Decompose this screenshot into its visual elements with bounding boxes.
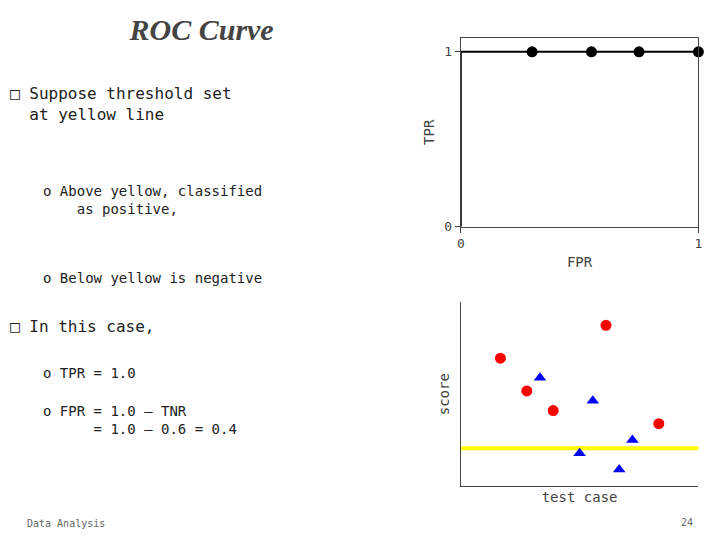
svg-text:□ In this case,: □ In this case, xyxy=(10,317,155,336)
svg-text:o FPR = 1.0 – TNR = 1.0 –: o FPR = 1.0 – TNR = 1.0 – 0.6 = 0.4 xyxy=(43,403,237,437)
svg-text:o Below yellow is negative: o Below yellow is negative xyxy=(43,270,262,286)
svg-text:TPR: TPR xyxy=(421,119,437,145)
svg-text:ROC Curve: ROC Curve xyxy=(129,13,274,46)
svg-text:0: 0 xyxy=(457,236,465,251)
svg-text:score: score xyxy=(436,373,452,415)
svg-text:o TPR = 1.0: o TPR = 1.0 xyxy=(43,365,136,381)
svg-text:0: 0 xyxy=(444,219,452,234)
svg-text:test case: test case xyxy=(542,489,618,505)
svg-text:1: 1 xyxy=(444,44,452,59)
svg-text:24: 24 xyxy=(681,517,693,528)
svg-text:Data Analysis: Data Analysis xyxy=(27,518,105,529)
svg-text:o Above yellow, classified: o Above yellow, classified as positive, xyxy=(43,183,262,217)
svg-text:1: 1 xyxy=(694,236,702,251)
svg-text:FPR: FPR xyxy=(567,254,593,270)
svg-text:□ Suppose threshold set at ye: □ Suppose threshold set at yellow line xyxy=(10,84,232,124)
